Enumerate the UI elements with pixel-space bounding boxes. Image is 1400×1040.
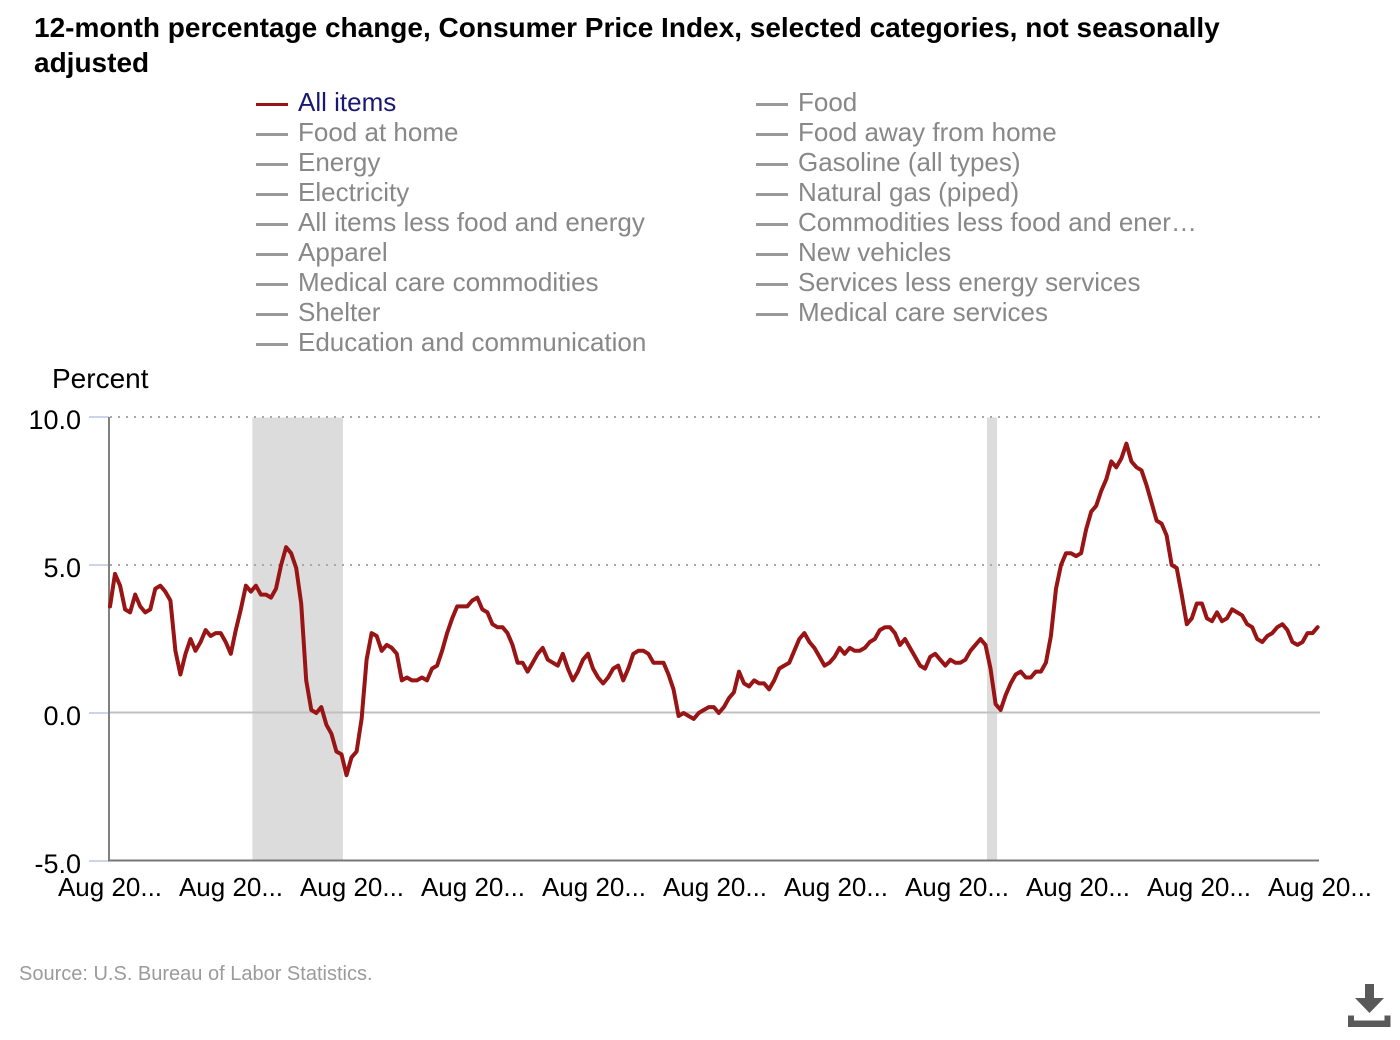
svg-text:Aug 20...: Aug 20... — [542, 872, 646, 902]
svg-text:Aug 20...: Aug 20... — [784, 872, 888, 902]
svg-text:Aug 20...: Aug 20... — [179, 872, 283, 902]
svg-text:Aug 20...: Aug 20... — [663, 872, 767, 902]
svg-text:Aug 20...: Aug 20... — [1268, 872, 1372, 902]
svg-text:5.0: 5.0 — [43, 553, 81, 583]
svg-text:Aug 20...: Aug 20... — [905, 872, 1009, 902]
svg-text:Aug 20...: Aug 20... — [421, 872, 525, 902]
svg-text:Percent: Percent — [52, 363, 149, 394]
svg-text:0.0: 0.0 — [43, 701, 81, 731]
svg-text:-5.0: -5.0 — [34, 849, 81, 879]
svg-text:Aug 20...: Aug 20... — [1147, 872, 1251, 902]
svg-text:10.0: 10.0 — [28, 405, 81, 435]
svg-text:Aug 20...: Aug 20... — [300, 872, 404, 902]
svg-text:Aug 20...: Aug 20... — [1026, 872, 1130, 902]
svg-text:Aug 20...: Aug 20... — [58, 872, 162, 902]
